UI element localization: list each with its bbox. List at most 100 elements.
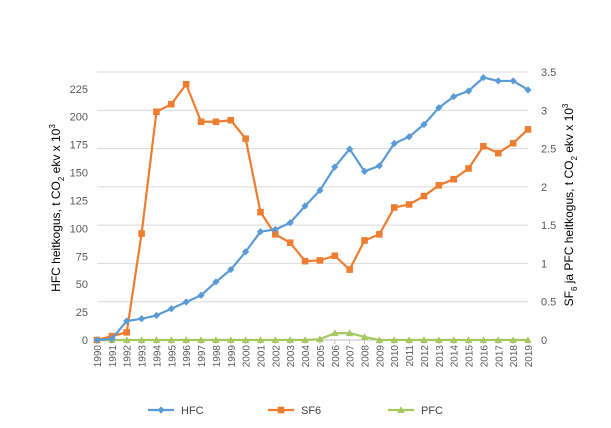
pfc-point (316, 335, 324, 343)
left-tick-label: 125 (70, 195, 88, 207)
sf6-point (390, 204, 398, 211)
right-axis-title: SF6 ja PFC heitkogus, t CO2 ekv x 103 (561, 103, 579, 306)
pfc-point (197, 336, 205, 344)
left-tick-label: 175 (70, 140, 88, 152)
legend-swatch-marker (277, 406, 285, 414)
gridlines (97, 71, 528, 341)
hfc-point (509, 77, 517, 85)
hfc-point (435, 104, 443, 112)
x-tick-label: 2015 (465, 345, 476, 368)
pfc-point (182, 336, 190, 344)
pfc-point (449, 336, 458, 344)
hfc-point (346, 145, 354, 153)
x-tick-label: 1995 (167, 345, 178, 368)
pfc-point (509, 336, 517, 344)
sf6-point (509, 139, 517, 147)
x-tick-label: 1992 (123, 345, 134, 368)
x-tick-label: 2001 (256, 345, 267, 368)
pfc-point (464, 336, 473, 344)
x-tick-label: 1994 (152, 345, 163, 368)
hfc-point (524, 86, 532, 94)
sf6-point (420, 192, 428, 200)
left-tick-label: 200 (70, 112, 88, 124)
hfc-point (316, 186, 324, 194)
right-tick-label: 3.5 (541, 67, 556, 79)
hfc-point (167, 305, 175, 313)
sf6-point (197, 118, 205, 126)
pfc-point (435, 336, 443, 344)
hfc-point (182, 298, 190, 306)
pfc-point (360, 333, 369, 340)
sf6-point (450, 175, 457, 183)
legend-label: PFC (421, 405, 443, 417)
sf6-point (257, 208, 264, 216)
left-tick-label: 75 (76, 251, 88, 263)
hfc-point (494, 77, 502, 85)
hfc-point (137, 315, 146, 323)
x-tick-label: 1991 (108, 345, 119, 368)
x-tick-label: 1993 (138, 345, 149, 368)
hfc-point (108, 335, 116, 343)
legend-swatch-marker (157, 406, 165, 414)
sf6-point (168, 100, 175, 108)
x-tick-label: 2004 (301, 345, 312, 368)
left-tick-label: 100 (70, 223, 88, 235)
legend-label: HFC (181, 405, 204, 417)
x-tick-label: 2010 (390, 345, 401, 368)
pfc-point (152, 336, 161, 344)
legend-item-hfc: HFC (148, 405, 204, 417)
series-hfc (93, 73, 532, 344)
x-tick-label: 1990 (93, 345, 104, 368)
x-tick-label: 2011 (405, 345, 416, 367)
pfc-point (375, 336, 384, 344)
x-tick-label: 2016 (479, 345, 490, 368)
x-tick-label: 1997 (197, 345, 208, 368)
hfc-point (331, 163, 339, 171)
pfc-point (345, 329, 354, 337)
hfc-point (464, 87, 473, 95)
right-tick-label: 3 (541, 105, 547, 117)
pfc-point (524, 336, 532, 344)
left-tick-label: 50 (76, 279, 88, 291)
sf6-point (138, 230, 145, 237)
left-axis-ticks: 0 25 50 75 100 125 150 175 200 225 (70, 84, 88, 347)
sf6-point (361, 237, 368, 244)
hfc-point (450, 92, 458, 101)
series-layer (93, 73, 532, 344)
x-tick-label: 1999 (227, 345, 238, 368)
pfc-point (420, 336, 428, 344)
pfc-point (167, 336, 176, 344)
pfc-point (241, 336, 250, 344)
hfc-point (405, 133, 413, 141)
sf6-point (376, 231, 383, 238)
x-tick-label: 2014 (450, 345, 461, 368)
sf6-point (212, 118, 220, 126)
x-tick-label: 2009 (375, 345, 386, 368)
x-tick-label: 2008 (361, 345, 372, 368)
x-tick-label: 2006 (331, 345, 342, 368)
hfc-point (197, 291, 205, 299)
pfc-point (226, 336, 235, 344)
hfc-line (96, 76, 529, 342)
right-tick-label: 2.5 (541, 144, 556, 156)
sf6-point (242, 135, 249, 142)
sf6-point (480, 142, 487, 150)
right-tick-label: 2 (541, 182, 547, 194)
legend-label: SF6 (301, 405, 321, 417)
x-axis-ticks: 1990 1991 1992 1993 1994 1995 1996 1997 1998 1999… (93, 340, 535, 367)
hfc-point (123, 317, 131, 325)
pfc-point (301, 336, 309, 344)
sf6-point (435, 182, 443, 189)
hfc-point (271, 225, 279, 234)
hfc-point (152, 311, 161, 320)
hfc-point (360, 167, 369, 175)
hfc-point (420, 120, 428, 129)
right-tick-label: 1.5 (541, 220, 556, 232)
sf6-point (272, 231, 279, 238)
x-tick-label: 2002 (271, 345, 282, 368)
hfc-point (286, 219, 294, 227)
sf6-point (494, 149, 502, 157)
pfc-point (212, 336, 220, 344)
legend-item-pfc: PFC (388, 405, 443, 417)
x-tick-label: 2012 (420, 345, 431, 368)
